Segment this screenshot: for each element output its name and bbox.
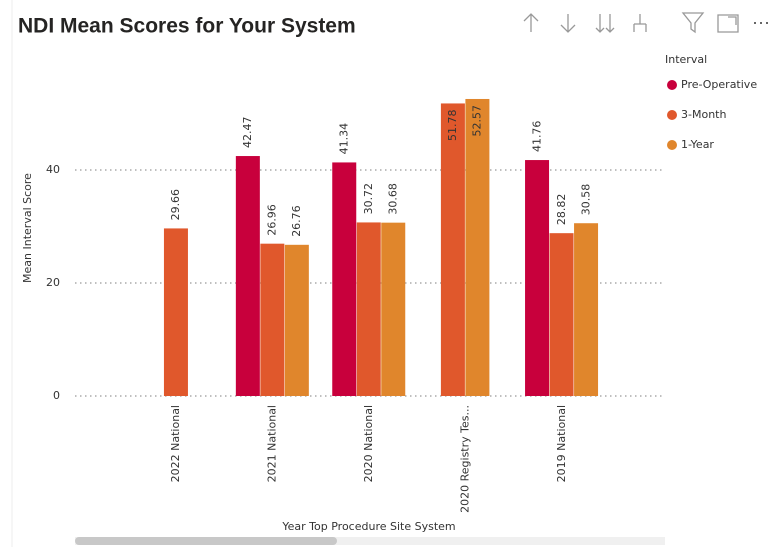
scrollbar-thumb[interactable] xyxy=(75,537,337,545)
legend-marker xyxy=(667,110,677,120)
drill-down-icon[interactable] xyxy=(560,14,576,33)
bar xyxy=(235,156,260,396)
drill-up-icon[interactable] xyxy=(523,13,539,32)
bar xyxy=(381,222,406,396)
legend-label: 3-Month xyxy=(681,108,726,121)
bar xyxy=(356,222,381,396)
data-label: 41.34 xyxy=(338,123,351,155)
data-label: 30.68 xyxy=(387,183,400,215)
data-label: 30.58 xyxy=(579,184,592,216)
bar xyxy=(549,233,574,396)
data-label: 51.78 xyxy=(446,109,459,140)
x-tick-label: 2020 Registry Tes... xyxy=(458,405,471,513)
y-tick-label: 20 xyxy=(46,276,60,289)
scrollbar-track[interactable] xyxy=(75,537,665,545)
data-label: 26.96 xyxy=(266,204,279,236)
chart-title: NDI Mean Scores for Your System xyxy=(18,15,356,38)
x-tick-label: 2019 National xyxy=(555,405,568,482)
focus-icon[interactable] xyxy=(717,14,739,33)
data-label: 30.72 xyxy=(362,183,375,215)
data-label: 41.76 xyxy=(530,121,543,153)
bar xyxy=(163,228,188,396)
data-label: 29.66 xyxy=(169,189,182,221)
data-label: 26.76 xyxy=(290,205,303,237)
bar xyxy=(332,162,357,396)
bar xyxy=(574,223,599,396)
legend-label: Pre-Operative xyxy=(681,78,757,91)
legend-label: 1-Year xyxy=(681,138,714,151)
x-tick-label: 2021 National xyxy=(266,405,279,482)
data-label: 52.57 xyxy=(471,105,484,136)
data-label: 42.47 xyxy=(241,117,254,149)
bar xyxy=(284,244,309,396)
bar xyxy=(440,103,465,397)
legend-title: Interval xyxy=(665,53,707,66)
data-label: 28.82 xyxy=(555,194,568,226)
bar xyxy=(260,243,285,396)
toolbar[interactable] xyxy=(516,8,768,38)
bar xyxy=(465,98,490,397)
x-axis-title: Year Top Procedure Site System xyxy=(281,520,455,533)
filter-icon[interactable] xyxy=(681,12,705,34)
legend-marker xyxy=(667,140,677,150)
expand-all-icon[interactable] xyxy=(595,14,615,33)
y-tick-label: 40 xyxy=(46,163,60,176)
legend-marker xyxy=(667,80,677,90)
y-axis-title: Mean Interval Score xyxy=(21,173,34,283)
x-tick-label: 2020 National xyxy=(362,405,375,482)
bar xyxy=(525,160,550,396)
expand-icon[interactable] xyxy=(633,14,647,32)
x-tick-label: 2022 National xyxy=(169,405,182,482)
y-tick-label: 0 xyxy=(53,389,60,402)
